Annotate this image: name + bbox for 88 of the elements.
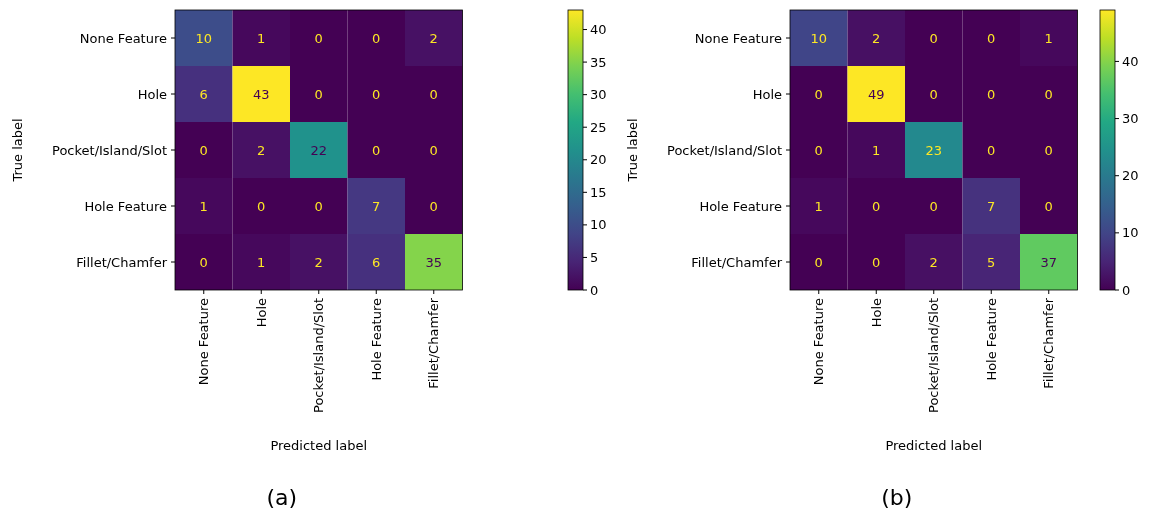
x-tick-label: Pocket/Island/Slot <box>926 298 942 413</box>
data-label: 0 <box>429 86 438 102</box>
y-tick-label: None Feature <box>79 30 167 46</box>
data-label: 1 <box>199 198 208 214</box>
y-tick-label: Hole <box>752 86 782 102</box>
x-tick-label: Fillet/Chamfer <box>1041 297 1057 389</box>
color-bar-label: 10 <box>590 217 607 233</box>
data-label: 1 <box>1044 30 1053 46</box>
data-label: 0 <box>314 198 323 214</box>
text: (a) <box>266 485 298 510</box>
x-tick-label: Pocket/Island/Slot <box>311 298 327 413</box>
data-label: 43 <box>252 86 270 102</box>
data-label: 0 <box>1044 142 1053 158</box>
x-tick-label: Hole Feature <box>368 298 384 381</box>
data-label: 0 <box>814 86 823 102</box>
data-label: 0 <box>987 142 996 158</box>
data-label: 1 <box>257 30 266 46</box>
y-tick-label: Pocket/Island/Slot <box>667 142 782 158</box>
data-label: 2 <box>429 30 438 46</box>
data-label: 2 <box>257 142 266 158</box>
y-tick-label: None Feature <box>694 30 782 46</box>
data-label: 0 <box>199 142 208 158</box>
data-label: 0 <box>987 30 996 46</box>
data-label: 5 <box>987 254 996 270</box>
data-label: 35 <box>425 254 443 270</box>
data-label: 0 <box>814 254 823 270</box>
data-label: 0 <box>372 30 381 46</box>
color-bar-label: 0 <box>1122 282 1131 298</box>
data-label: 2 <box>929 254 938 270</box>
data-label: 0 <box>929 86 938 102</box>
color-bar-label: 35 <box>590 54 607 70</box>
y-tick-label: Pocket/Island/Slot <box>52 142 167 158</box>
data-label: 0 <box>814 142 823 158</box>
data-label: 2 <box>872 30 881 46</box>
color-bar-label: 20 <box>590 152 607 168</box>
y-tick-label: Fillet/Chamfer <box>691 254 783 270</box>
text: (b) <box>881 485 913 510</box>
data-label: 0 <box>929 30 938 46</box>
data-label: 10 <box>810 30 828 46</box>
data-label: 0 <box>372 142 381 158</box>
data-label: 0 <box>199 254 208 270</box>
data-label: 0 <box>429 142 438 158</box>
data-label: 0 <box>987 86 996 102</box>
data-label: 0 <box>372 86 381 102</box>
data-label: 7 <box>987 198 996 214</box>
y-axis-title: True label <box>625 118 640 183</box>
color-bar-label: 5 <box>590 249 599 265</box>
data-label: 37 <box>1040 254 1058 270</box>
data-label: 49 <box>867 86 885 102</box>
data-label: 10 <box>195 30 213 46</box>
data-label: 22 <box>310 142 328 158</box>
color-bar-label: 0 <box>590 282 599 298</box>
color-bar-label: 25 <box>590 119 607 135</box>
color-bar-label: 30 <box>590 87 607 103</box>
data-label: 0 <box>314 30 323 46</box>
x-tick-label: Fillet/Chamfer <box>426 297 442 389</box>
data-label: 0 <box>929 198 938 214</box>
data-label: 0 <box>1044 198 1053 214</box>
y-tick-label: Hole Feature <box>699 198 782 214</box>
color-bar-label: 40 <box>590 22 607 38</box>
data-label: 1 <box>814 198 823 214</box>
data-label: 0 <box>429 198 438 214</box>
color-bar-label: 30 <box>1122 111 1139 127</box>
data-label: 6 <box>372 254 381 270</box>
color-bar-label: 40 <box>1122 53 1139 69</box>
y-tick-label: Hole Feature <box>84 198 167 214</box>
color-bar-label: 10 <box>1122 225 1139 241</box>
color-bar-label: 20 <box>1122 168 1139 184</box>
x-tick-label: Hole Feature <box>983 298 999 381</box>
y-tick-label: Fillet/Chamfer <box>76 254 168 270</box>
data-label: 0 <box>1044 86 1053 102</box>
x-tick-label: Hole <box>868 298 884 328</box>
color-bar-label: 15 <box>590 184 607 200</box>
y-axis-title: True label <box>10 118 25 183</box>
data-label: 7 <box>372 198 381 214</box>
data-label: 2 <box>314 254 323 270</box>
y-tick-label: Hole <box>137 86 167 102</box>
data-label: 1 <box>257 254 266 270</box>
data-label: 0 <box>872 198 881 214</box>
data-label: 0 <box>257 198 266 214</box>
data-label: 1 <box>872 142 881 158</box>
data-label: 6 <box>199 86 208 102</box>
x-axis-title: Predicted label <box>885 438 983 453</box>
x-tick-label: Hole <box>253 298 269 328</box>
data-label: 0 <box>314 86 323 102</box>
data-label: 23 <box>925 142 943 158</box>
data-label: 0 <box>872 254 881 270</box>
x-axis-title: Predicted label <box>270 438 368 453</box>
